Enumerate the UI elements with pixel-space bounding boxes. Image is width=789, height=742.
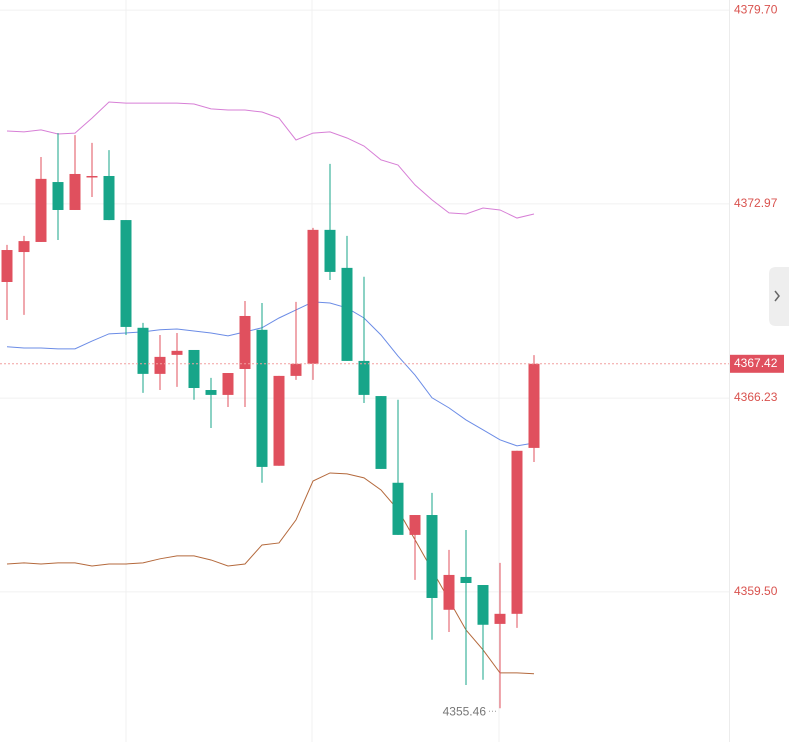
y-tick-label: 4372.97 [734,196,778,210]
candle-body [35,178,47,242]
candle-body [273,375,285,466]
candle-body [52,182,64,210]
candle-body [409,515,421,535]
candle-body [443,574,455,610]
candle-body [375,396,387,469]
candle-body [392,482,404,535]
candle-body [205,390,217,395]
candle-body [256,329,268,467]
side-tab[interactable] [769,267,789,326]
candle-body [188,349,200,388]
candle-body [426,515,438,598]
min-label: 4355.46 [443,704,487,718]
y-tick-label: 4366.23 [734,390,778,404]
chevron-icon[interactable] [774,290,780,302]
candle-body [307,229,319,364]
y-tick-label: 4359.50 [734,584,778,598]
candle-body [528,363,540,448]
candle-body [511,450,523,614]
candle-body [171,350,183,355]
candle-body [290,363,302,376]
last-price-box [730,354,784,373]
band-line [6,472,535,675]
candle-body [69,173,81,210]
candle-body [477,585,489,625]
candle-body [239,315,251,369]
candle-body [137,327,149,374]
band-line [6,301,535,447]
candle-body [358,360,370,395]
candle-body [222,373,234,395]
candle-body [324,229,336,272]
candle-body [86,175,98,178]
band-line [6,101,535,219]
candle-body [460,576,472,583]
last-price-label: 4367.42 [734,356,778,370]
candle-body [18,241,30,253]
candle-body [154,356,166,374]
candle-body [103,175,115,221]
candle-body [120,220,132,327]
candle-body [1,250,13,282]
candle-body [341,267,353,361]
y-tick-label: 4379.70 [734,2,778,16]
candle-body [494,613,506,624]
